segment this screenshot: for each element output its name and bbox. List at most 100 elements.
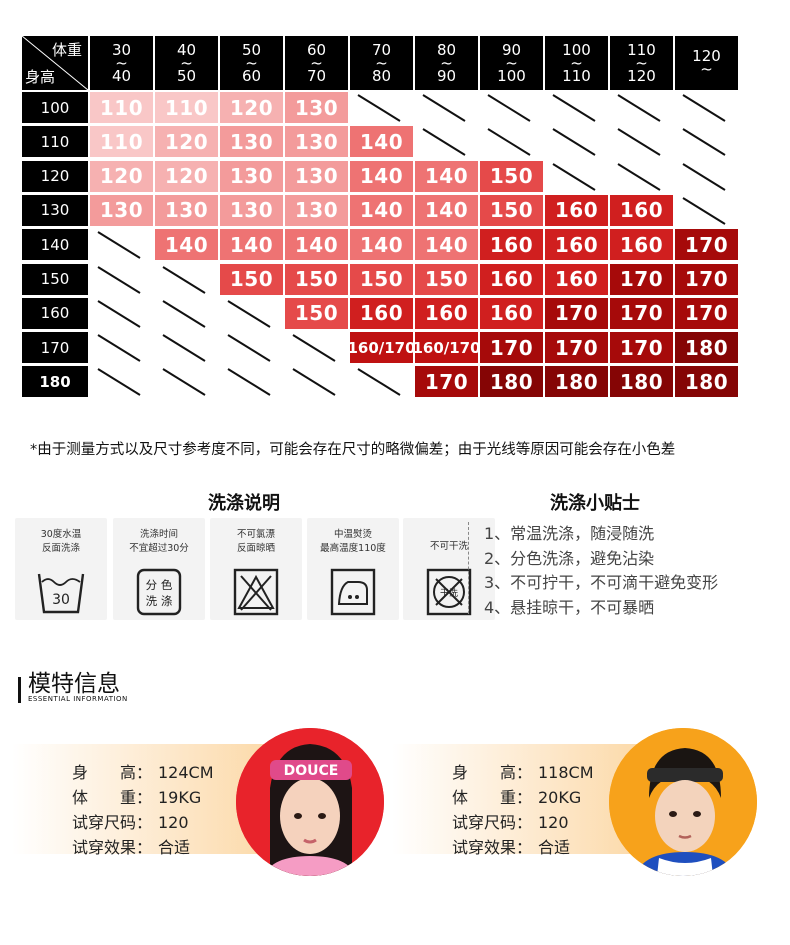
size-cell: 120 <box>155 126 218 158</box>
empty-cell <box>90 366 153 398</box>
tip-item: 4、悬挂晾干，不可暴晒 <box>484 597 655 617</box>
empty-cell <box>545 92 608 123</box>
height-row-label: 150 <box>22 263 88 295</box>
weight-column-header: 80 ~90 <box>415 36 478 90</box>
weight-column-header: 60 ~70 <box>285 36 348 90</box>
size-cell: 150 <box>285 263 348 295</box>
model-info-girl: 身 高： 124CM 体 重： 19KG 试穿尺码： 120 试穿效果： 合适 <box>72 760 214 860</box>
empty-cell <box>220 297 283 329</box>
empty-cell <box>675 194 738 226</box>
empty-cell <box>220 332 283 364</box>
size-cell: 160 <box>545 229 608 261</box>
size-chart: 体重 身高 30 ~40 40 ~50 50 ~60 60 ~70 70 ~80 80 ~90 90 ~100… <box>22 36 747 402</box>
weight-value: 19KG <box>158 788 202 807</box>
size-cell: 170 <box>480 332 543 364</box>
weight-label: 体 重： <box>72 788 153 807</box>
size-cell: 180 <box>480 366 543 398</box>
size-cell: 160 <box>610 229 673 261</box>
effect-label: 试穿效果： <box>452 838 533 857</box>
empty-cell <box>610 126 673 158</box>
weight-column-header: 40 ~50 <box>155 36 218 90</box>
empty-cell <box>350 92 413 123</box>
size-label: 试穿尺码： <box>72 813 153 832</box>
wash-card-line1: 洗涤时间 <box>139 529 178 540</box>
wash-card-line1: 中温熨烫 <box>333 529 372 540</box>
wash-30-text: 30 <box>52 592 70 608</box>
avatar-boy <box>609 728 757 876</box>
height-row-label: 120 <box>22 160 88 192</box>
weight-range-part: 40 <box>111 66 132 85</box>
height-label: 身 高： <box>72 763 153 782</box>
weight-range-part: 70 <box>371 40 392 59</box>
size-cell: 170 <box>415 366 478 398</box>
size-value: 120 <box>158 813 189 832</box>
height-row-label: 160 <box>22 297 88 329</box>
empty-cell <box>350 366 413 398</box>
size-cell: 160 <box>545 263 608 295</box>
size-cell: 150 <box>285 297 348 329</box>
wash-card-line1: 30度水温 <box>40 529 82 540</box>
no-dry-clean-text: 干洗 <box>440 587 458 599</box>
height-row-label: 170 <box>22 332 88 364</box>
weight-range-part: 40 <box>176 40 197 59</box>
weight-column-header: 30 ~40 <box>90 36 153 90</box>
weight-range-part: 100 <box>497 66 526 85</box>
separate-wash-text1: 分 色 <box>146 578 173 592</box>
wash-card-separate: 洗涤时间 不宜超过30分 分 色 洗 涤 <box>113 518 205 620</box>
corner-height-label: 身高 <box>25 68 56 86</box>
size-cell: 110 <box>90 92 153 123</box>
weight-column-header: 90 ~100 <box>480 36 543 90</box>
size-cell: 140 <box>415 194 478 226</box>
size-cell: 170 <box>675 263 738 295</box>
weight-range-part: ~ <box>505 53 518 72</box>
size-cell: 170 <box>610 297 673 329</box>
empty-cell <box>155 297 218 329</box>
size-cell: 140 <box>350 160 413 192</box>
size-cell: 110 <box>155 92 218 123</box>
avatar-girl: DOUCE <box>236 728 384 876</box>
tips-divider <box>468 522 469 614</box>
size-cell: 130 <box>285 194 348 226</box>
size-cell: 140 <box>155 229 218 261</box>
size-cell: 120 <box>90 160 153 192</box>
weight-range-part: 120 <box>692 47 721 65</box>
tips-list: 1、常温洗涤，随浸随洗 2、分色洗涤，避免沾染 3、不可拧干，不可滴干避免变形 … <box>484 522 718 620</box>
empty-cell <box>480 126 543 158</box>
weight-range-part: ~ <box>570 53 583 72</box>
empty-cell <box>545 160 608 192</box>
weight-range-part: 100 <box>562 40 591 59</box>
weight-range-part: 30 <box>111 40 132 59</box>
washing-title: 洗涤说明 <box>208 493 280 514</box>
empty-cell <box>220 366 283 398</box>
height-row-label: 130 <box>22 194 88 226</box>
weight-range-part: ~ <box>310 53 323 72</box>
tip-item: 2、分色洗涤，避免沾染 <box>484 548 655 568</box>
wash-card-line2: 最高温度110度 <box>320 543 386 554</box>
size-cell: 180 <box>610 366 673 398</box>
weight-range-part: ~ <box>700 60 713 78</box>
weight-range-part: 80 <box>436 40 457 59</box>
weight-column-header: 120 ~ <box>675 36 738 90</box>
height-value: 118CM <box>538 763 594 782</box>
wash-card-no-dry-clean: 不可干洗 干洗 <box>403 518 495 620</box>
headband-text: DOUCE <box>284 763 339 779</box>
empty-cell <box>90 297 153 329</box>
size-cell: 160 <box>480 297 543 329</box>
section-marker <box>18 677 21 703</box>
size-cell: 130 <box>90 194 153 226</box>
size-cell: 140 <box>350 126 413 158</box>
weight-range-part: 70 <box>306 66 327 85</box>
weight-value: 20KG <box>538 788 582 807</box>
size-cell: 160 <box>480 263 543 295</box>
weight-range-part: 110 <box>627 40 656 59</box>
height-label: 身 高： <box>452 763 533 782</box>
size-cell: 150 <box>415 263 478 295</box>
empty-cell <box>90 229 153 261</box>
size-cell: 140 <box>350 194 413 226</box>
size-cell: 130 <box>220 194 283 226</box>
wash-card-30: 30度水温 反面洗涤 30 <box>15 518 107 620</box>
size-cell: 180 <box>545 366 608 398</box>
corner-weight-label: 体重 <box>51 41 82 59</box>
wash-30-icon: 30 <box>37 573 85 614</box>
size-cell: 170 <box>545 297 608 329</box>
